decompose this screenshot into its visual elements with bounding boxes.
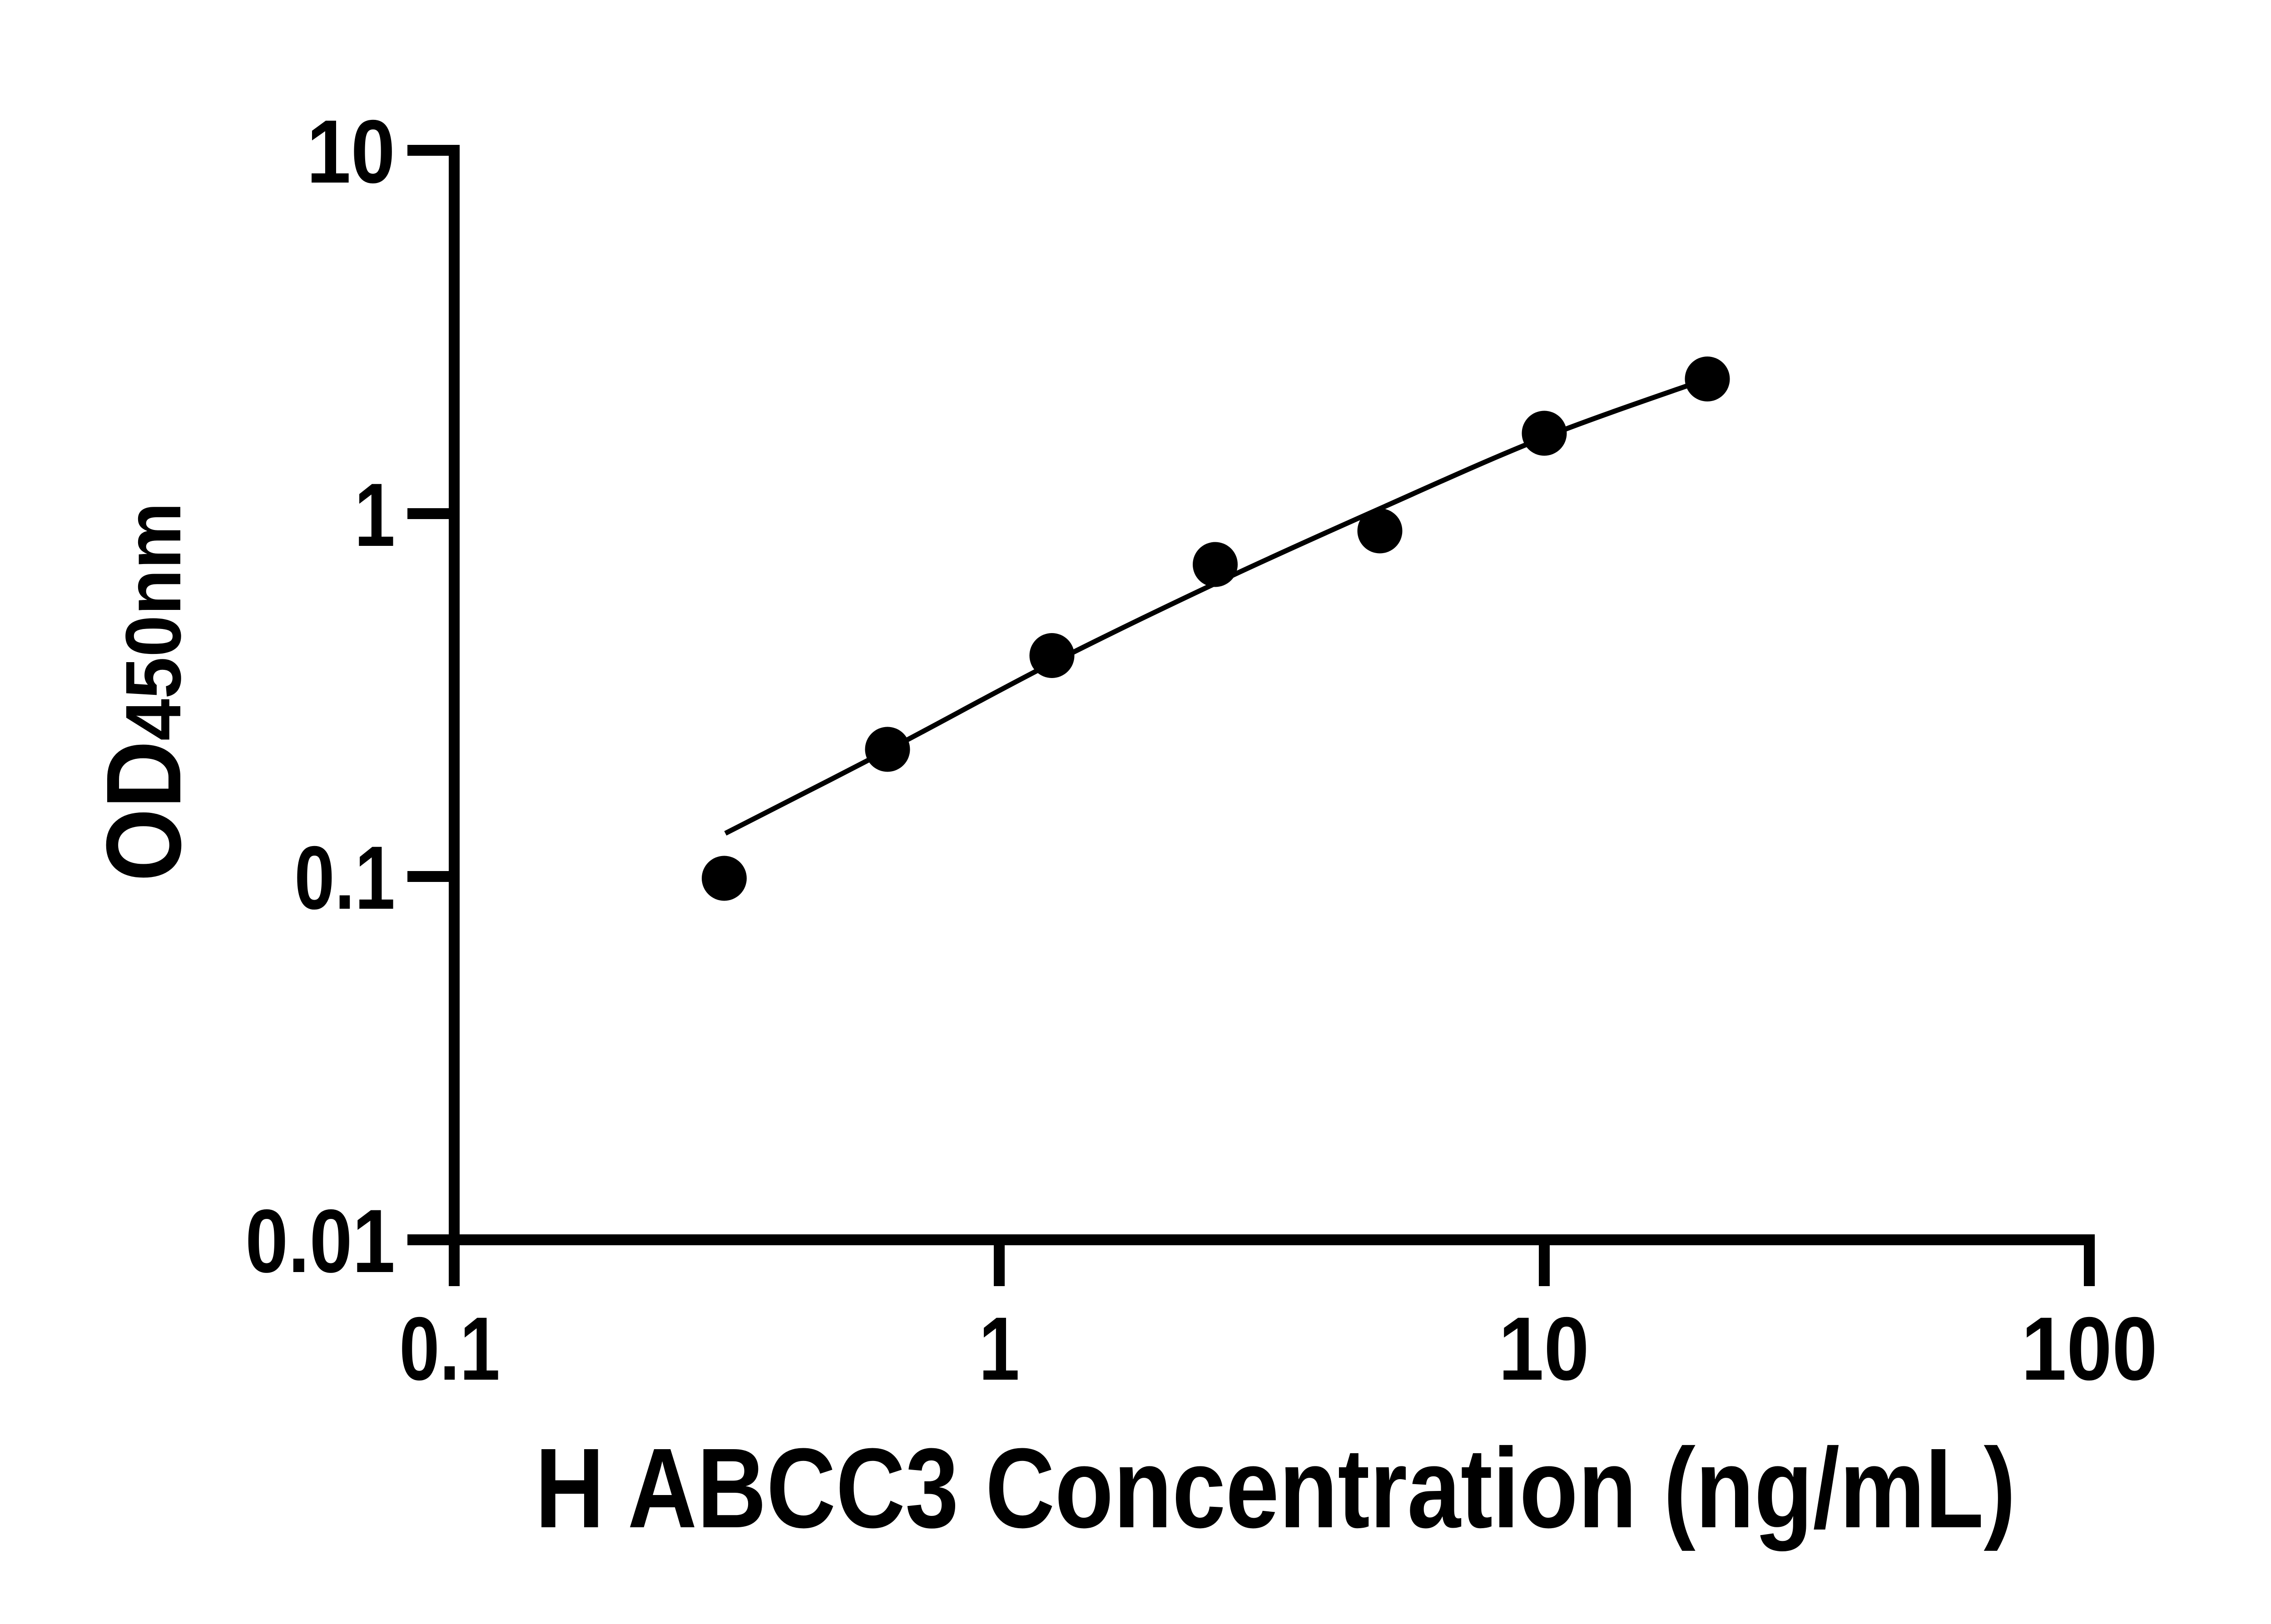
svg-text:0.1: 0.1 (399, 1298, 500, 1399)
svg-text:1: 1 (354, 465, 395, 565)
svg-text:10: 10 (307, 101, 395, 202)
svg-text:0.1: 0.1 (294, 827, 395, 928)
svg-text:100: 100 (2021, 1298, 2157, 1399)
svg-text:0.01: 0.01 (245, 1191, 395, 1291)
svg-text:H ABCC3 Concentration (ng/mL): H ABCC3 Concentration (ng/mL) (535, 1425, 2016, 1551)
svg-text:10: 10 (1498, 1298, 1589, 1399)
svg-text:1: 1 (979, 1298, 1020, 1399)
svg-text:OD: OD (84, 741, 203, 881)
svg-text:450nm: 450nm (109, 502, 197, 741)
